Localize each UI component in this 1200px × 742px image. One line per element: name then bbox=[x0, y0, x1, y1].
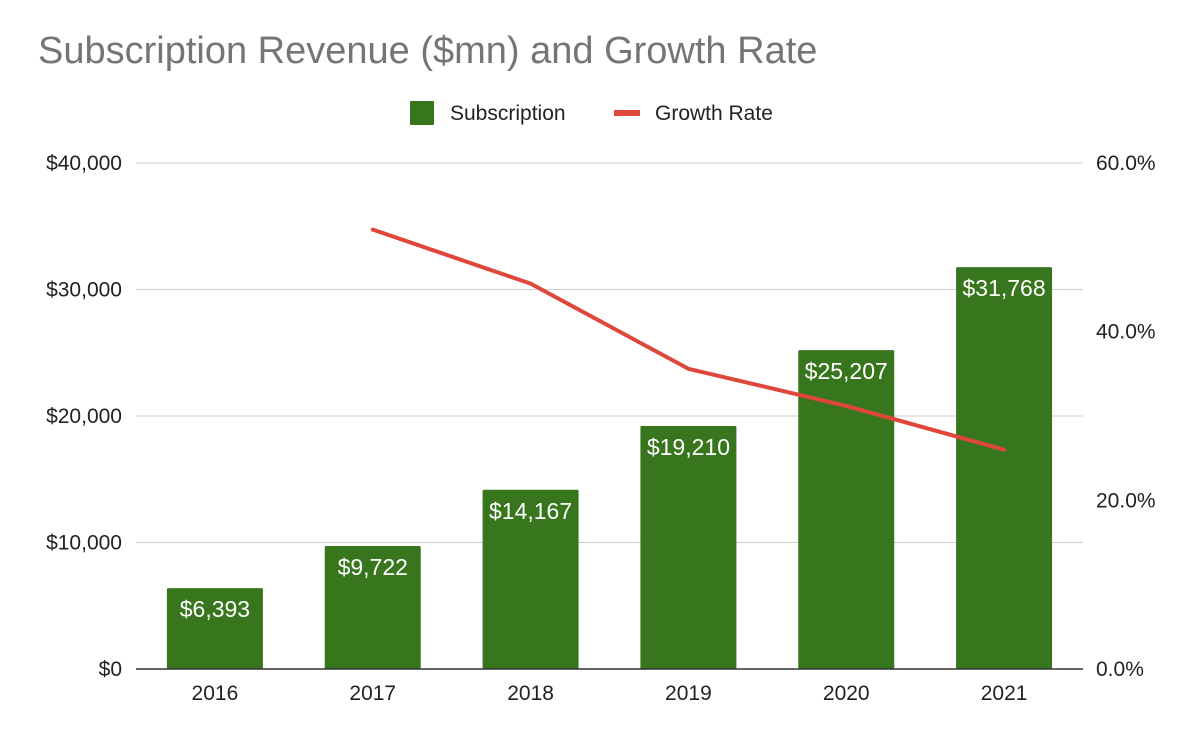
y-left-tick-label: $10,000 bbox=[46, 532, 122, 555]
bar-data-label: $6,393 bbox=[180, 596, 250, 622]
chart-title: Subscription Revenue ($mn) and Growth Ra… bbox=[38, 30, 818, 72]
bar bbox=[482, 489, 579, 669]
y-right-tick-label: 60.0% bbox=[1096, 152, 1156, 175]
y-left-tick-label: $40,000 bbox=[46, 152, 122, 175]
legend-label-growth-rate: Growth Rate bbox=[655, 102, 773, 125]
bar-data-label: $19,210 bbox=[647, 434, 730, 460]
bar bbox=[640, 425, 737, 669]
x-tick-label: 2021 bbox=[981, 682, 1028, 705]
x-tick-label: 2020 bbox=[823, 682, 870, 705]
x-tick-label: 2019 bbox=[665, 682, 712, 705]
y-left-tick-label: $0 bbox=[99, 658, 122, 681]
legend-swatch-subscription bbox=[410, 101, 434, 125]
y-left-tick-label: $30,000 bbox=[46, 279, 122, 302]
bar bbox=[166, 588, 263, 669]
growth-rate-line bbox=[370, 227, 1007, 452]
x-tick-label: 2018 bbox=[507, 682, 554, 705]
bar-data-label: $31,768 bbox=[963, 275, 1046, 301]
bar-data-label: $9,722 bbox=[338, 554, 408, 580]
y-right-tick-label: 40.0% bbox=[1096, 321, 1156, 344]
x-tick-label: 2016 bbox=[192, 682, 239, 705]
bar-data-label: $25,207 bbox=[805, 358, 888, 384]
bar bbox=[798, 350, 895, 669]
y-right-tick-label: 0.0% bbox=[1096, 658, 1144, 681]
bar-data-label: $14,167 bbox=[489, 498, 572, 524]
y-left-tick-label: $20,000 bbox=[46, 405, 122, 428]
y-right-tick-label: 20.0% bbox=[1096, 489, 1156, 512]
x-tick-label: 2017 bbox=[349, 682, 396, 705]
legend-swatch-growth-rate bbox=[614, 110, 640, 116]
bar bbox=[324, 546, 421, 669]
bar bbox=[956, 267, 1053, 669]
legend-label-subscription: Subscription bbox=[450, 102, 566, 125]
